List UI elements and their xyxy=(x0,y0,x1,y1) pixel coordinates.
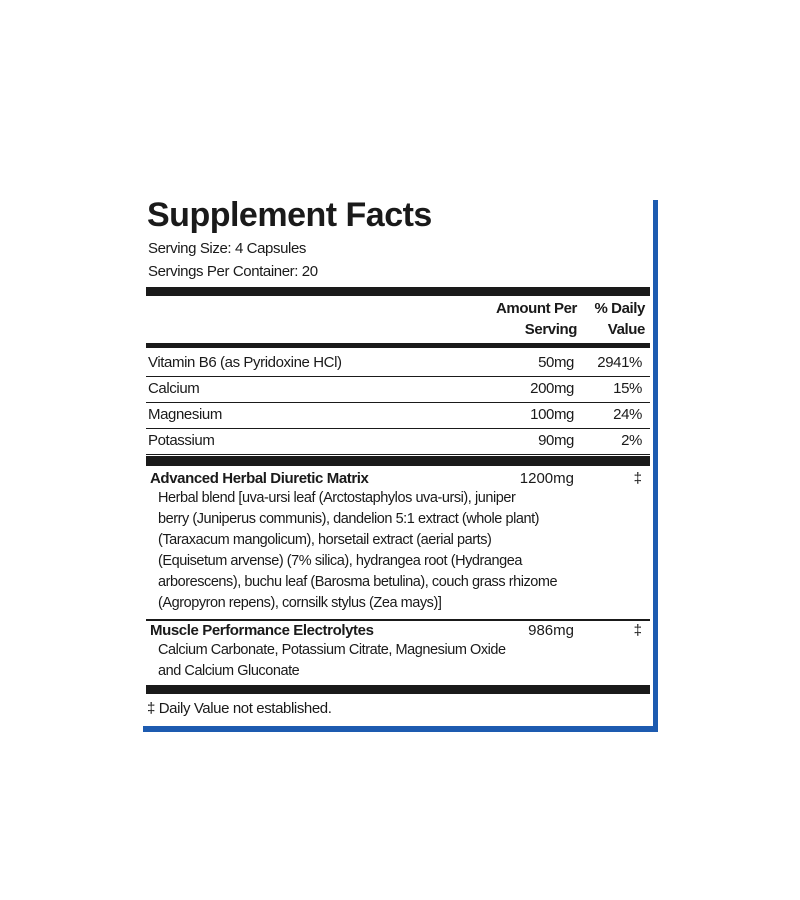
nutrient-name: Calcium xyxy=(148,380,200,397)
thick-rule xyxy=(146,456,650,466)
header-amount: Amount Per Serving xyxy=(495,300,577,338)
nutrient-amount: 50mg xyxy=(538,354,574,371)
blend-name: Advanced Herbal Diuretic Matrix xyxy=(150,470,369,487)
nutrient-name: Magnesium xyxy=(148,406,222,423)
blend-daily-value: ‡ xyxy=(633,470,642,487)
title: Supplement Facts xyxy=(147,196,432,234)
nutrient-name: Potassium xyxy=(148,432,215,449)
footnote: ‡ Daily Value not established. xyxy=(147,700,332,717)
blend-ingredients: (Equisetum arvense) (7% silica), hydrang… xyxy=(158,553,522,569)
blend-name: Muscle Performance Electrolytes xyxy=(150,622,374,639)
nutrient-amount: 100mg xyxy=(530,406,574,423)
nutrient-daily-value: 2941% xyxy=(597,354,642,371)
nutrient-daily-value: 2% xyxy=(621,432,642,449)
blend-ingredients: and Calcium Gluconate xyxy=(158,663,300,679)
blend-amount: 1200mg xyxy=(519,470,574,487)
blend-daily-value: ‡ xyxy=(633,622,642,639)
thick-rule xyxy=(146,685,650,694)
blend-ingredients: berry (Juniperus communis), dandelion 5:… xyxy=(158,511,540,527)
header-daily-value: % Daily Value xyxy=(594,300,645,338)
blend-ingredients: (Agropyron repens), cornsilk stylus (Zea… xyxy=(158,595,442,611)
nutrient-name: Vitamin B6 (as Pyridoxine HCl) xyxy=(148,354,342,371)
blend-ingredients: Herbal blend [uva-ursi leaf (Arctostaphy… xyxy=(158,490,516,506)
nutrient-row: Magnesium 100mg 24% xyxy=(146,402,650,429)
nutrient-amount: 200mg xyxy=(530,380,574,397)
thick-rule xyxy=(146,287,650,296)
blend-ingredients: Calcium Carbonate, Potassium Citrate, Ma… xyxy=(158,642,506,658)
servings-per-container: Servings Per Container: 20 xyxy=(148,263,318,280)
nutrient-amount: 90mg xyxy=(538,432,574,449)
nutrient-row: Calcium 200mg 15% xyxy=(146,376,650,403)
nutrient-daily-value: 24% xyxy=(613,406,642,423)
serving-size: Serving Size: 4 Capsules xyxy=(148,240,306,257)
medium-rule xyxy=(146,343,650,348)
blend-amount: 986mg xyxy=(528,622,574,639)
nutrient-daily-value: 15% xyxy=(613,380,642,397)
nutrient-row: Potassium 90mg 2% xyxy=(146,428,650,455)
blend-ingredients: (Taraxacum mangolicum), horsetail extrac… xyxy=(158,532,492,548)
supplement-facts-panel: Supplement Facts Serving Size: 4 Capsule… xyxy=(143,196,658,732)
thin-rule xyxy=(146,619,650,621)
blend-ingredients: arborescens), buchu leaf (Barosma betuli… xyxy=(158,574,558,590)
nutrient-row: Vitamin B6 (as Pyridoxine HCl) 50mg 2941% xyxy=(146,350,650,377)
